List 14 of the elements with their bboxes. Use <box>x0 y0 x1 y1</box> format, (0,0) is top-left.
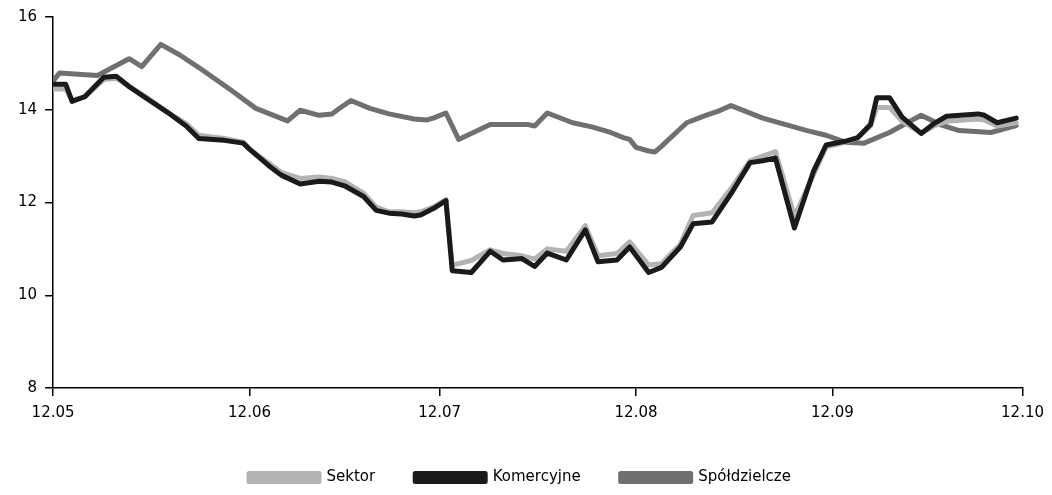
x-tick-label: 12.05 <box>31 402 75 421</box>
legend-label: Spółdzielcze <box>698 467 791 486</box>
y-tick-label: 10 <box>17 285 38 304</box>
x-tick-label: 12.08 <box>614 402 658 421</box>
legend-label: Komercyjne <box>492 467 581 486</box>
x-tick-label: 12.10 <box>1001 402 1045 421</box>
y-tick-label: 16 <box>17 6 38 25</box>
y-tick-label: 14 <box>17 99 38 118</box>
x-tick-label: 12.09 <box>810 402 854 421</box>
legend-label: Sektor <box>326 467 377 486</box>
x-tick-label: 12.06 <box>228 402 271 421</box>
x-tick-label: 12.07 <box>418 402 462 421</box>
y-tick-label: 8 <box>27 377 38 396</box>
y-tick-label: 12 <box>17 192 38 211</box>
